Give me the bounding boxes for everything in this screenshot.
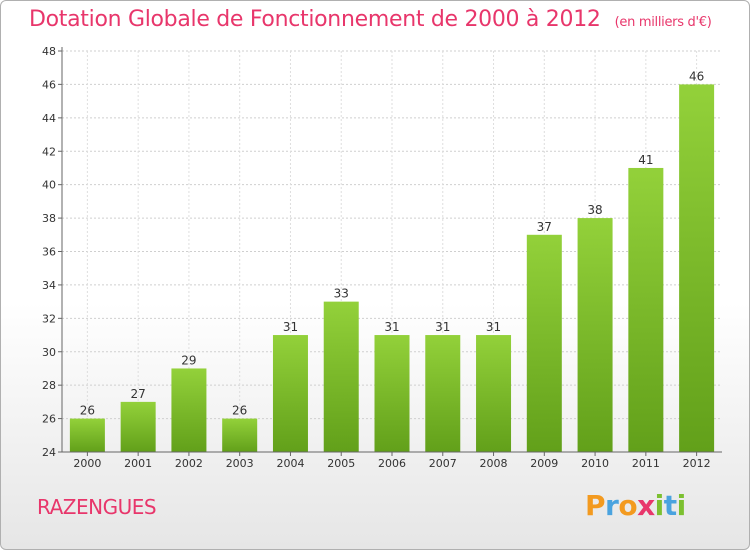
x-tick-label: 2000 [73,457,101,470]
bar-value-label: 38 [587,203,602,217]
bar-value-label: 31 [486,320,501,334]
commune-name: RAZENGUES [37,495,157,519]
bar-value-label: 31 [384,320,399,334]
bar-value-label: 26 [80,404,95,418]
title-text: Dotation Globale de Fonctionnement de 20… [29,7,601,32]
x-tick-label: 2003 [226,457,254,470]
logo-letter: i [676,489,687,522]
bar [69,418,105,452]
y-tick-label: 40 [42,179,56,192]
y-tick-label: 28 [42,379,56,392]
bar [171,368,207,452]
y-tick-label: 38 [42,212,56,225]
x-tick-label: 2010 [581,457,609,470]
y-tick-label: 30 [42,346,56,359]
bar [222,418,258,452]
y-tick-label: 42 [42,145,56,158]
logo-letter: o [618,489,638,522]
bar [374,335,410,452]
x-tick-label: 2009 [530,457,558,470]
x-tick-label: 2001 [124,457,152,470]
y-tick-label: 32 [42,312,56,325]
bar [577,218,613,452]
y-tick-label: 46 [42,78,56,91]
logo-letter: r [605,489,619,522]
bar-value-label: 37 [537,220,552,234]
logo-letter: P [585,489,606,522]
bar-layer: 26 27 29 26 31 33 31 31 31 37 38 41 46 [69,69,715,453]
logo-letter: i [654,489,665,522]
x-tick-label: 2007 [429,457,457,470]
x-tick-label: 2011 [632,457,660,470]
logo-letter: x [637,489,655,522]
bar-value-label: 31 [435,320,450,334]
bar [272,335,308,452]
bar [679,84,715,453]
x-tick-label: 2008 [480,457,508,470]
x-tick-label: 2002 [175,457,203,470]
bar [425,335,461,452]
y-tick-label: 26 [42,413,56,426]
bar [526,234,562,452]
y-tick-label: 48 [42,45,56,58]
chart-title: Dotation Globale de Fonctionnement de 20… [29,7,712,32]
axis-layer: 24 26 28 30 32 34 36 38 40 42 44 46 48 2000 2001 2002 20… [42,45,722,470]
bar-value-label: 27 [131,387,146,401]
y-tick-label: 24 [42,446,56,459]
bar-value-label: 26 [232,404,247,418]
bar [628,167,664,453]
bar [120,401,156,452]
y-tick-label: 34 [42,279,56,292]
bar [323,301,359,452]
y-tick-label: 44 [42,112,56,125]
bar-value-label: 31 [283,320,298,334]
logo-letter: t [663,489,677,522]
x-tick-label: 2004 [276,457,304,470]
bar [476,335,512,452]
bar-value-label: 46 [689,69,704,83]
chart-subtitle: (en milliers d'€) [614,15,712,30]
x-tick-label: 2006 [378,457,406,470]
bar-value-label: 33 [334,287,349,301]
x-tick-label: 2012 [683,457,711,470]
x-tick-label: 2005 [327,457,355,470]
proxiti-logo[interactable]: Proxiti [585,489,686,522]
bar-value-label: 41 [638,153,653,167]
y-tick-label: 36 [42,246,56,259]
bar-value-label: 29 [181,353,196,367]
